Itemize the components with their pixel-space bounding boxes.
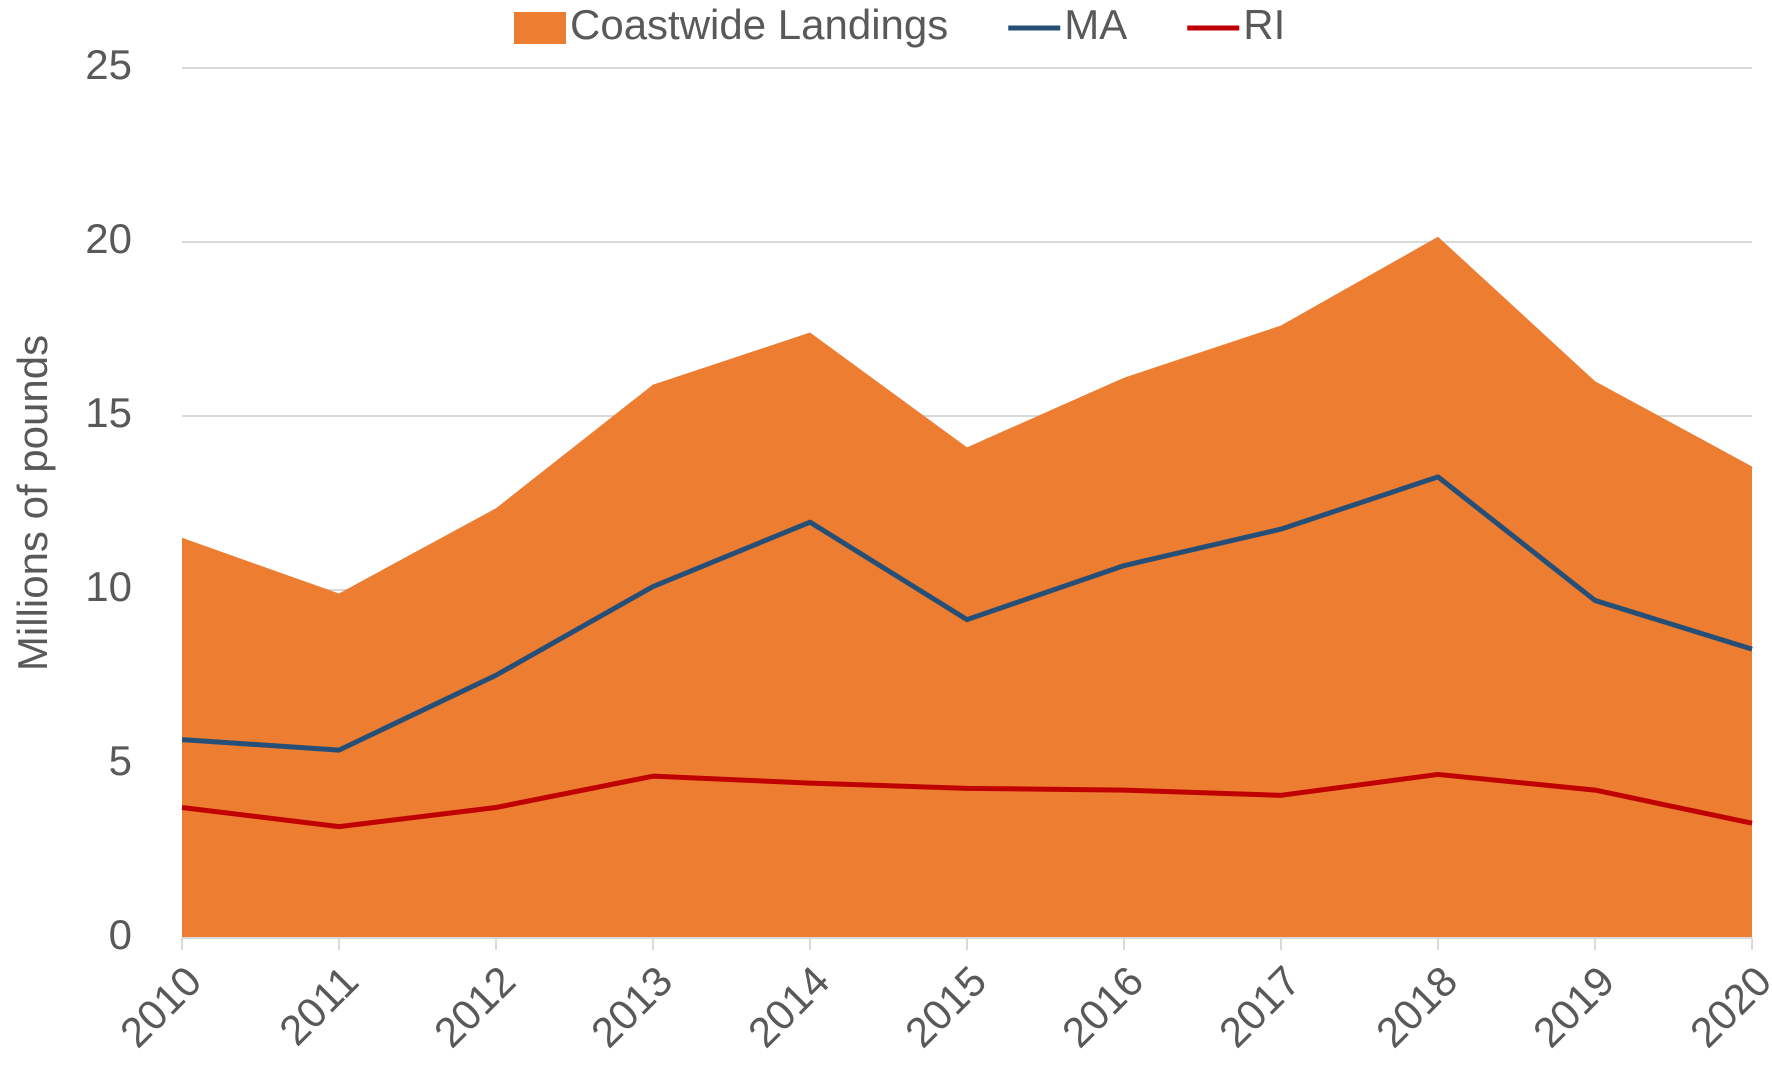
legend-label: RI [1243,1,1285,48]
x-tick-label: 2010 [111,957,210,1056]
legend-swatch [514,12,566,44]
x-tick-label: 2011 [270,957,367,1054]
legend-label: Coastwide Landings [570,1,948,48]
x-tick-label: 2016 [1053,957,1152,1056]
x-tick-label: 2015 [896,957,995,1056]
x-tick-label: 2018 [1367,957,1466,1056]
x-tick-label: 2013 [582,957,681,1056]
y-tick-label: 5 [109,737,132,784]
area [182,236,1752,938]
x-tick-label: 2012 [425,957,524,1056]
y-tick-label: 10 [85,563,132,610]
line [181,771,1753,830]
y-axis-title: Millions of pounds [9,335,56,671]
x-tick-label: 2017 [1210,957,1309,1056]
y-tick-label: 25 [85,41,132,88]
x-tick-label: 2019 [1524,957,1623,1056]
y-tick-label: 15 [85,389,132,436]
legend-label: MA [1064,1,1127,48]
x-tick-label: 2014 [739,957,838,1056]
line [181,474,1753,753]
x-tick-label: 2020 [1681,957,1772,1056]
y-tick-label: 20 [85,215,132,262]
y-tick-label: 0 [109,911,132,958]
